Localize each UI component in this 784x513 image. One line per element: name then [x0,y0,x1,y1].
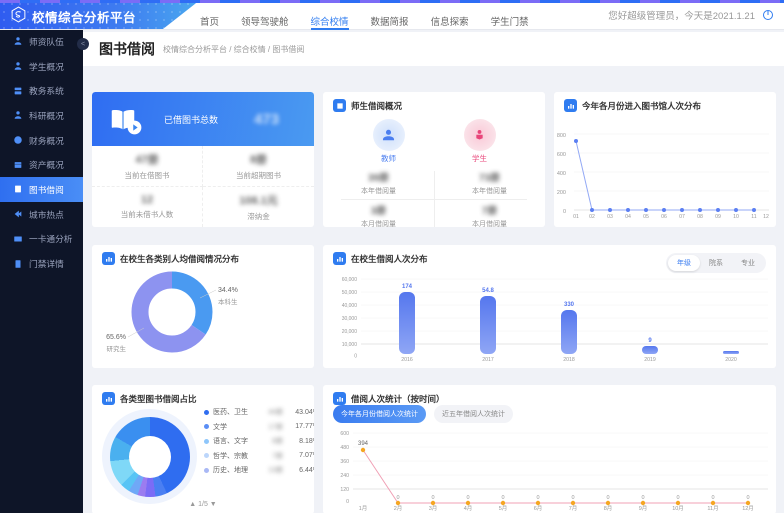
svg-text:本科生: 本科生 [218,297,238,306]
svg-text:400: 400 [557,171,566,177]
svg-text:11月: 11月 [707,505,718,512]
svg-text:0: 0 [396,495,399,501]
svg-text:2018: 2018 [563,357,575,363]
svg-text:54.8: 54.8 [482,288,494,294]
svg-text:0: 0 [563,209,566,215]
svg-text:40,000: 40,000 [342,303,358,309]
svg-text:10: 10 [733,214,739,220]
svg-text:2月: 2月 [394,505,403,512]
svg-text:2019: 2019 [644,357,656,363]
svg-text:0: 0 [746,495,749,501]
svg-text:10月: 10月 [672,505,684,512]
svg-text:08: 08 [697,214,703,220]
svg-text:0: 0 [606,495,609,501]
svg-text:7月: 7月 [569,505,578,512]
svg-text:05: 05 [643,214,649,220]
svg-text:01: 01 [573,214,579,220]
svg-text:60,000: 60,000 [342,277,358,283]
svg-text:20,000: 20,000 [342,329,358,335]
svg-text:0: 0 [346,499,349,505]
svg-text:06: 06 [661,214,667,220]
svg-text:0: 0 [354,354,357,360]
svg-text:600: 600 [340,431,349,437]
svg-text:2017: 2017 [482,357,494,363]
svg-text:0: 0 [641,495,644,501]
svg-text:0: 0 [466,495,469,501]
svg-text:330: 330 [564,302,575,308]
svg-text:07: 07 [679,214,685,220]
svg-text:600: 600 [557,152,566,158]
svg-text:研究生: 研究生 [107,344,127,353]
svg-text:03: 03 [607,214,613,220]
svg-text:0: 0 [676,495,679,501]
svg-text:0: 0 [571,495,574,501]
svg-text:9: 9 [648,338,652,344]
svg-text:09: 09 [715,214,721,220]
svg-text:394: 394 [358,441,369,447]
svg-text:5月: 5月 [499,505,508,512]
svg-text:6月: 6月 [534,505,543,512]
svg-text:11: 11 [751,214,756,220]
svg-text:02: 02 [589,214,595,220]
svg-text:800: 800 [557,133,566,139]
svg-text:360: 360 [340,459,349,465]
svg-text:2016: 2016 [401,357,413,363]
svg-text:200: 200 [557,190,566,196]
svg-text:0: 0 [501,495,504,501]
svg-text:480: 480 [340,445,349,451]
svg-text:2020: 2020 [725,357,737,363]
svg-text:12月: 12月 [742,505,754,512]
svg-text:240: 240 [340,473,349,479]
svg-text:30,000: 30,000 [342,316,358,322]
svg-text:9月: 9月 [639,505,648,512]
svg-text:34.4%: 34.4% [218,287,238,294]
svg-text:174: 174 [402,284,413,290]
svg-text:8月: 8月 [604,505,613,512]
svg-text:50,000: 50,000 [342,290,358,296]
svg-text:1月: 1月 [359,505,368,512]
svg-text:12: 12 [763,214,769,220]
svg-text:0: 0 [536,495,539,501]
svg-text:10,000: 10,000 [342,342,358,348]
svg-text:3月: 3月 [429,505,438,512]
svg-text:0: 0 [711,495,714,501]
svg-text:4月: 4月 [464,505,473,512]
svg-text:04: 04 [625,214,631,220]
svg-text:65.6%: 65.6% [106,334,126,341]
svg-text:120: 120 [340,487,349,493]
svg-text:0: 0 [431,495,434,501]
